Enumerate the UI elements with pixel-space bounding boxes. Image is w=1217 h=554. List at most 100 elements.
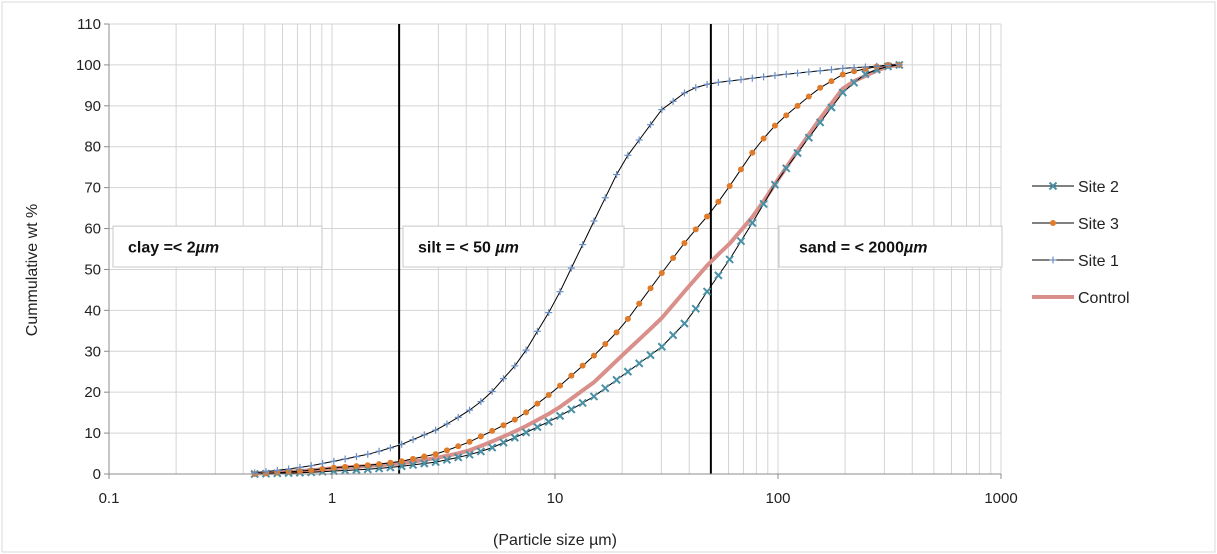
data-point	[581, 388, 585, 393]
data-point	[251, 469, 259, 477]
data-point	[737, 166, 744, 173]
data-point	[829, 101, 834, 106]
data-point	[728, 241, 732, 246]
data-point	[815, 118, 825, 127]
data-point	[466, 406, 474, 414]
series-line	[254, 64, 900, 475]
data-point	[555, 411, 565, 421]
series-line	[254, 64, 900, 475]
data-point	[636, 300, 643, 307]
data-point	[544, 417, 553, 426]
data-point	[386, 463, 395, 472]
data-point	[660, 316, 664, 320]
data-point	[442, 455, 452, 465]
data-point	[818, 116, 822, 120]
data-point	[613, 329, 620, 336]
data-point	[432, 451, 439, 458]
data-point	[626, 348, 630, 352]
zone-label-box	[402, 225, 625, 268]
data-point	[657, 342, 667, 351]
series-line	[254, 64, 900, 474]
data-point	[601, 194, 609, 202]
data-point	[398, 458, 405, 465]
data-point	[547, 412, 551, 416]
data-point	[624, 151, 632, 159]
data-point	[545, 391, 552, 398]
data-point	[704, 213, 711, 220]
data-point	[592, 380, 596, 384]
data-point	[386, 444, 394, 452]
data-point	[499, 438, 508, 447]
data-point	[680, 319, 689, 328]
data-point	[613, 170, 621, 178]
data-point	[861, 63, 869, 71]
data-point	[535, 418, 540, 422]
data-point	[861, 69, 870, 79]
data-point	[353, 463, 360, 470]
data-point	[647, 121, 655, 129]
legend-label: Site 2	[1078, 179, 1119, 196]
data-point	[364, 450, 372, 458]
legend-marker	[1049, 256, 1057, 264]
data-point	[499, 375, 507, 383]
data-point	[420, 459, 429, 468]
data-point	[501, 434, 506, 439]
data-point	[557, 382, 564, 389]
data-point	[838, 88, 847, 97]
data-point	[556, 288, 564, 296]
data-point	[714, 78, 722, 86]
data-point	[488, 387, 496, 395]
data-point	[465, 450, 474, 459]
legend-item: Site 1	[1032, 253, 1119, 270]
data-point	[569, 397, 573, 401]
data-point	[715, 198, 722, 205]
x-tick-label: 10	[547, 490, 564, 507]
data-point	[817, 84, 824, 91]
y-axis-title: Cummulative wt %	[24, 204, 41, 336]
data-point	[748, 74, 756, 82]
data-point	[827, 66, 835, 74]
y-tick-label: 50	[84, 261, 101, 278]
data-point	[736, 236, 746, 246]
data-point	[513, 429, 517, 434]
data-point	[682, 289, 687, 294]
data-point	[296, 463, 304, 471]
legend-label: Site 3	[1078, 216, 1119, 233]
data-point	[500, 422, 507, 429]
data-point	[794, 69, 802, 77]
zone-label: silt = < 50 µm	[418, 240, 519, 257]
series-site-1	[251, 61, 903, 477]
y-tick-label: 70	[84, 180, 101, 197]
data-point	[783, 112, 790, 119]
data-point	[330, 457, 338, 465]
data-point	[635, 136, 643, 144]
data-point	[342, 463, 349, 470]
data-point	[634, 359, 644, 368]
data-point	[614, 359, 619, 363]
legend-item: Control	[1032, 290, 1130, 307]
data-point	[670, 255, 677, 262]
data-point	[793, 148, 802, 158]
data-point	[671, 303, 675, 307]
data-point	[750, 215, 754, 219]
data-point	[805, 93, 812, 100]
data-point	[434, 456, 438, 460]
data-point	[669, 97, 677, 105]
data-point	[805, 68, 813, 76]
zone-labels: clay =< 2µm silt = < 50 µm sand = < 2000µm	[112, 225, 1003, 268]
x-tick-label: 1	[328, 490, 336, 507]
x-tick-label: 100	[765, 490, 790, 507]
data-point	[567, 405, 576, 414]
data-point	[705, 264, 709, 268]
data-point	[895, 61, 903, 69]
data-point	[726, 182, 733, 189]
data-point	[771, 72, 779, 80]
data-point	[410, 455, 417, 462]
data-point	[884, 62, 892, 70]
series-line	[254, 62, 900, 476]
data-point	[524, 424, 528, 428]
data-point	[341, 455, 349, 463]
data-point	[827, 103, 836, 112]
